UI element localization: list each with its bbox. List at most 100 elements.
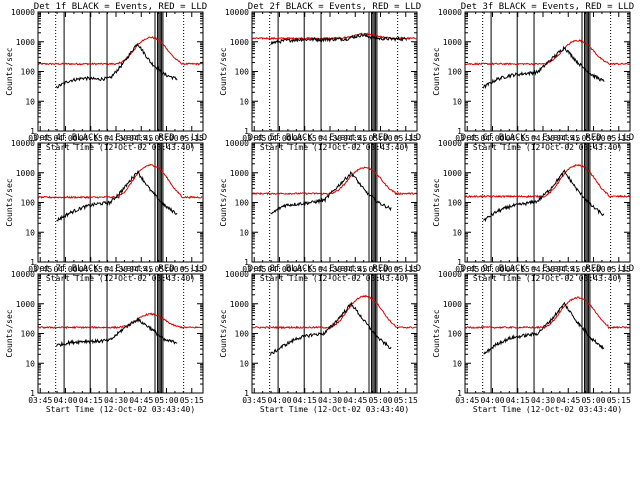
y-axis-label: Counts/sec	[219, 309, 228, 357]
y-tick-label: 10	[25, 359, 35, 368]
x-tick-label: 05:15	[394, 265, 418, 274]
y-tick-label: 1	[30, 389, 35, 398]
x-tick-label: 05:00	[154, 134, 178, 143]
x-tick-label: 03:45	[28, 134, 52, 143]
panel-det-7f: Det 7f BLACK = Events, RED = LLD 1 10 100 10…	[5, 264, 207, 414]
x-tick-label: 05:15	[607, 134, 631, 143]
panel-title: Det 3f BLACK = Events, RED = LLD	[461, 2, 634, 12]
x-tick-label: 05:15	[607, 396, 631, 405]
series-events-line	[483, 45, 605, 90]
y-tick-label: 1000	[230, 300, 249, 309]
x-tick-label: 03:45	[455, 134, 479, 143]
y-axis-label: Counts/sec	[5, 309, 14, 357]
plot-area	[38, 12, 203, 131]
y-tick-label: 10	[239, 228, 249, 237]
y-tick-label: 1	[244, 127, 249, 136]
panel-frame	[37, 273, 204, 394]
y-tick-label: 100	[448, 68, 463, 77]
y-tick-label: 100	[448, 199, 463, 208]
series-events-line	[56, 42, 178, 89]
x-tick-label: 04:00	[53, 265, 77, 274]
panel-det-8f: Det 8f BLACK = Events, RED = LLD 1 10 100 10…	[219, 264, 421, 414]
x-tick-label: 04:15	[293, 265, 317, 274]
x-tick-label: 03:45	[28, 265, 52, 274]
x-tick-label: 04:45	[556, 134, 580, 143]
x-tick-label: 05:00	[154, 265, 178, 274]
x-tick-label: 03:45	[242, 265, 266, 274]
y-tick-label: 1	[30, 258, 35, 267]
x-tick-label: 04:15	[506, 134, 530, 143]
panel-title: Det 5f BLACK = Events, RED = LLD	[248, 133, 421, 143]
x-tick-label: 04:45	[343, 396, 367, 405]
y-axis-label: Counts/sec	[432, 178, 441, 226]
series-lld-line	[252, 294, 417, 330]
y-tick-label: 10000	[11, 139, 35, 148]
x-tick-label: 03:45	[455, 396, 479, 405]
x-tick-label: 04:00	[267, 134, 291, 143]
x-tick-label: 04:30	[104, 265, 128, 274]
x-tick-label: 04:30	[104, 134, 128, 143]
y-tick-label: 10	[239, 97, 249, 106]
panel-frame	[37, 11, 204, 132]
x-tick-label: 04:45	[129, 396, 153, 405]
series-lld-line	[465, 39, 630, 66]
x-tick-label: 04:15	[79, 396, 103, 405]
x-tick-label: 04:45	[129, 265, 153, 274]
y-tick-label: 10	[452, 97, 462, 106]
x-tick-label: 04:00	[53, 134, 77, 143]
panel-det-3f: Det 3f BLACK = Events, RED = LLD 1 10 100 10…	[432, 2, 634, 152]
x-tick-label: 04:15	[506, 265, 530, 274]
series-events-line	[483, 301, 605, 355]
y-tick-label: 100	[21, 330, 36, 339]
y-tick-label: 100	[235, 199, 250, 208]
y-tick-label: 100	[21, 68, 36, 77]
x-tick-label: 04:45	[343, 265, 367, 274]
y-tick-label: 10000	[11, 270, 35, 279]
plot-area	[252, 274, 417, 393]
x-tick-label: 05:15	[607, 265, 631, 274]
x-axis-label: Start Time (12-Oct-02 03:43:40)	[46, 143, 195, 152]
plot-area	[465, 12, 630, 131]
y-axis-label: Counts/sec	[5, 47, 14, 95]
y-tick-label: 1000	[443, 300, 462, 309]
x-tick-label: 05:15	[394, 134, 418, 143]
x-tick-label: 05:00	[154, 396, 178, 405]
x-tick-label: 04:15	[293, 396, 317, 405]
panel-title: Det 9f BLACK = Events, RED = LLD	[461, 264, 634, 274]
panel-det-1f: Det 1f BLACK = Events, RED = LLD 1 10 100 10…	[5, 2, 207, 152]
x-tick-label: 04:45	[343, 134, 367, 143]
panel-frame	[251, 142, 418, 263]
panel-frame	[251, 273, 418, 394]
panel-det-9f: Det 9f BLACK = Events, RED = LLD 1 10 100 10…	[432, 264, 634, 414]
series-lld-line	[252, 166, 417, 196]
x-axis-label: Start Time (12-Oct-02 03:43:40)	[260, 405, 409, 414]
y-tick-label: 100	[235, 330, 250, 339]
panel-frame	[464, 273, 631, 394]
series-lld-line	[38, 312, 203, 330]
x-tick-label: 04:30	[531, 134, 555, 143]
y-tick-label: 10000	[225, 270, 249, 279]
y-tick-label: 10	[25, 97, 35, 106]
x-tick-label: 05:00	[581, 396, 605, 405]
y-tick-label: 10	[239, 359, 249, 368]
x-tick-label: 05:00	[368, 265, 392, 274]
panel-det-2f: Det 2f BLACK = Events, RED = LLD 1 10 100 10…	[219, 2, 421, 152]
x-tick-label: 03:45	[455, 265, 479, 274]
x-tick-label: 05:15	[180, 265, 204, 274]
y-tick-label: 10000	[11, 8, 35, 17]
panel-title: Det 4f BLACK = Events, RED = LLD	[34, 133, 207, 143]
y-tick-label: 1000	[16, 169, 35, 178]
y-tick-label: 1	[457, 127, 462, 136]
x-tick-label: 04:45	[129, 134, 153, 143]
x-axis-label: Start Time (12-Oct-02 03:43:40)	[46, 274, 195, 283]
x-tick-label: 03:45	[242, 134, 266, 143]
y-tick-label: 1000	[230, 38, 249, 47]
y-tick-label: 1000	[16, 38, 35, 47]
series-lld-line	[252, 32, 417, 41]
y-tick-label: 1	[244, 258, 249, 267]
plot-area	[465, 274, 630, 393]
panel-det-4f: Det 4f BLACK = Events, RED = LLD 1 10 100 10…	[5, 133, 207, 283]
x-axis-label: Start Time (12-Oct-02 03:43:40)	[473, 274, 622, 283]
x-tick-label: 05:00	[581, 265, 605, 274]
